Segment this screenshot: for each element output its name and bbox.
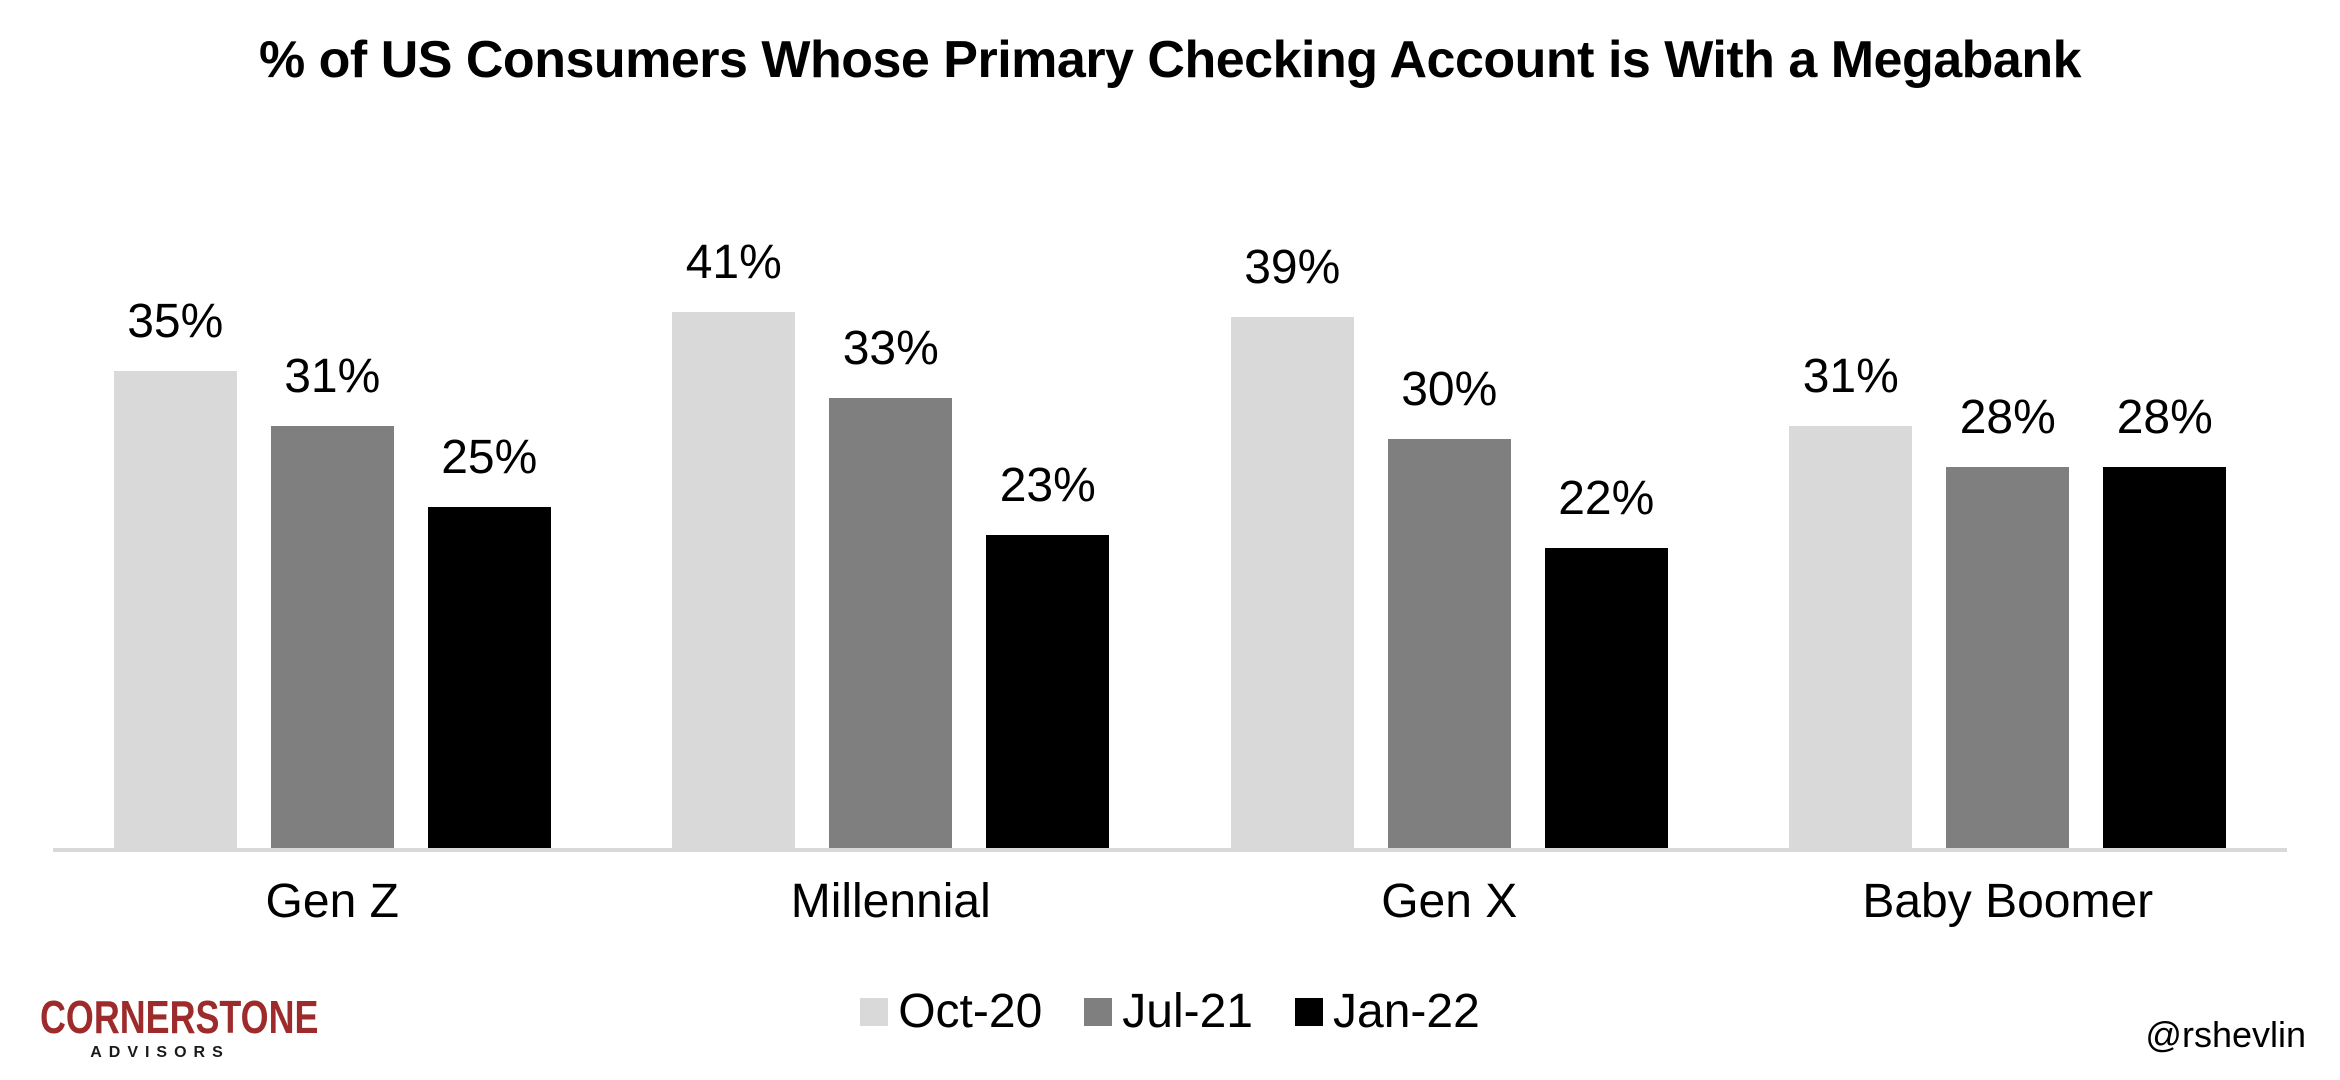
bar-group-gen-x: 39% 30% 22% (1170, 235, 1729, 848)
category-label-millennial: Millennial (790, 875, 991, 928)
bar-value-label: 28% (2116, 390, 2213, 444)
bar-jan-22-baby-boomer (2103, 467, 2227, 848)
bar-jul-21-gen-z (270, 426, 394, 848)
x-axis-line (53, 848, 2287, 852)
bar-jul-21-gen-x (1387, 439, 1511, 848)
bar-unit-oct-20-gen-x: 39% (1230, 235, 1354, 848)
legend-entry-oct-20: Oct-20 (860, 984, 1042, 1039)
category-label-baby-boomer: Baby Boomer (1862, 875, 2154, 928)
bar-jan-22-millennial (986, 535, 1110, 848)
bar-unit-jan-22-baby-boomer: 28% (2103, 235, 2227, 848)
legend-label: Jul-21 (1122, 985, 1253, 1038)
legend: Oct-20 Jul-21 Jan-22 (0, 984, 2340, 1039)
bar-value-label: 31% (1802, 349, 1899, 403)
bar-unit-jul-21-baby-boomer: 28% (1946, 235, 2070, 848)
bar-jul-21-baby-boomer (1946, 467, 2070, 848)
bar-value-label: 31% (284, 349, 381, 403)
bar-jan-22-gen-z (427, 507, 551, 848)
bar-group-millennial: 41% 33% 23% (612, 235, 1171, 848)
bar-value-label: 22% (1558, 471, 1655, 525)
bar-oct-20-baby-boomer (1789, 426, 1913, 848)
bar-value-label: 28% (1959, 390, 2056, 444)
bar-unit-oct-20-gen-z: 35% (113, 235, 237, 848)
bar-value-label: 39% (1244, 240, 1341, 294)
legend-entry-jul-21: Jul-21 (1084, 984, 1253, 1039)
bar-value-label: 35% (127, 294, 224, 348)
brand-name: CORNERSTONE (40, 991, 319, 1043)
legend-label: Jan-22 (1333, 985, 1480, 1038)
bar-oct-20-millennial (672, 312, 796, 848)
chart-title: % of US Consumers Whose Primary Checking… (258, 31, 2082, 89)
bar-unit-jul-21-millennial: 33% (829, 235, 953, 848)
bar-value-label: 30% (1401, 362, 1498, 416)
bar-unit-oct-20-millennial: 41% (672, 235, 796, 848)
bar-jul-21-millennial (829, 398, 953, 848)
category-slot-baby-boomer: 31% 28% 28% (1729, 235, 2288, 848)
plot-area: 35% 31% 25% 41% 33% 23% 39% 30% 22% 31% 28% 28% (53, 235, 2287, 848)
attribution-handle: @rshevlin (2145, 1014, 2306, 1055)
category-slot-millennial: 41% 33% 23% (612, 235, 1171, 848)
bar-oct-20-gen-z (113, 371, 237, 848)
category-slot-gen-x: 39% 30% 22% (1170, 235, 1729, 848)
bar-value-label: 41% (685, 236, 782, 289)
legend-label: Oct-20 (898, 985, 1043, 1038)
bar-oct-20-gen-x (1230, 317, 1354, 848)
brand-subtitle: ADVISORS (90, 1044, 230, 1061)
bar-unit-oct-20-baby-boomer: 31% (1789, 235, 1913, 848)
bar-value-label: 23% (999, 458, 1096, 512)
bar-value-label: 25% (441, 430, 538, 484)
bar-group-baby-boomer: 31% 28% 28% (1729, 235, 2288, 848)
category-label-gen-z: Gen Z (265, 875, 399, 928)
category-label-gen-x: Gen X (1381, 875, 1518, 928)
legend-swatch-icon (1295, 997, 1323, 1026)
legend-entry-jan-22: Jan-22 (1295, 984, 1480, 1039)
bar-unit-jul-21-gen-z: 31% (270, 235, 394, 848)
bar-jan-22-gen-x (1544, 548, 1668, 848)
bar-value-label: 33% (842, 321, 939, 375)
category-slot-gen-z: 35% 31% 25% (53, 235, 612, 848)
bar-group-gen-z: 35% 31% 25% (53, 235, 612, 848)
legend-swatch-icon (1084, 997, 1113, 1026)
category-axis: Gen Z Millennial Gen X Baby Boomer (53, 874, 2287, 929)
bar-unit-jan-22-millennial: 23% (986, 235, 1110, 848)
legend-swatch-icon (860, 997, 889, 1026)
bar-unit-jan-22-gen-z: 25% (427, 235, 551, 848)
bar-unit-jul-21-gen-x: 30% (1387, 235, 1511, 848)
bar-unit-jan-22-gen-x: 22% (1544, 235, 1668, 848)
brand-logo: CORNERSTONE ADVISORS (40, 991, 319, 1062)
